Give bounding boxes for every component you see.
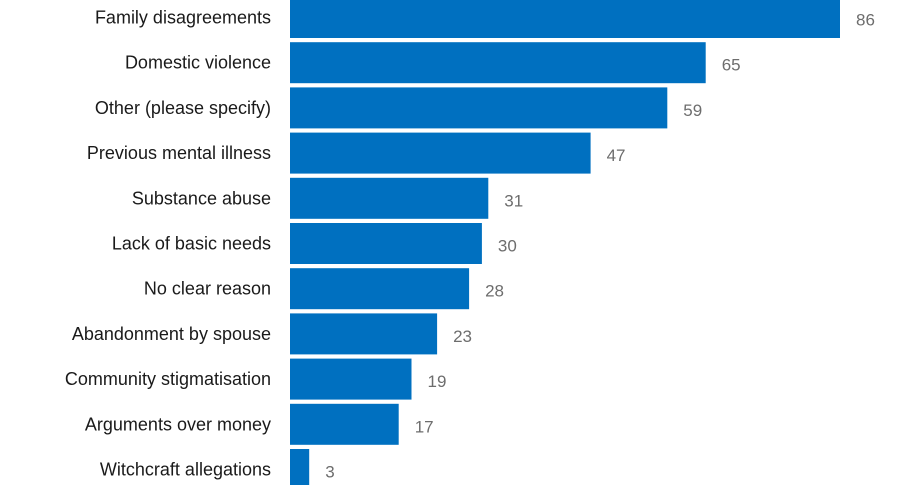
value-labels: 86 65 59 47 31 30 28 23 19 17 3 <box>325 11 875 482</box>
value-label: 19 <box>428 372 447 391</box>
category-label: Previous mental illness <box>87 143 271 163</box>
category-label: Community stigmatisation <box>65 369 271 389</box>
value-label: 47 <box>607 146 626 165</box>
bar <box>290 268 470 310</box>
value-label: 86 <box>856 11 875 30</box>
category-label: Abandonment by spouse <box>72 324 271 344</box>
bars-layer <box>290 0 840 485</box>
category-label: Family disagreements <box>95 8 271 28</box>
category-label: Domestic violence <box>125 53 271 73</box>
value-label: 31 <box>504 191 523 210</box>
value-label: 28 <box>485 282 504 301</box>
bar <box>290 358 412 400</box>
bar <box>290 132 591 174</box>
bar <box>290 0 840 38</box>
value-label: 17 <box>415 417 434 436</box>
value-label: 65 <box>722 56 741 75</box>
category-label: Arguments over money <box>85 414 271 434</box>
value-label: 23 <box>453 327 472 346</box>
value-label: 3 <box>325 463 334 482</box>
bar <box>290 177 489 219</box>
bar <box>290 223 482 264</box>
bar <box>290 87 668 129</box>
value-label: 30 <box>498 237 517 256</box>
category-label: Lack of basic needs <box>112 234 271 254</box>
category-labels: Family disagreements Domestic violence Oth… <box>65 8 271 480</box>
category-label: Other (please specify) <box>95 98 271 118</box>
bar <box>290 449 310 485</box>
bar <box>290 403 399 445</box>
category-label: Substance abuse <box>132 188 271 208</box>
category-label: Witchcraft allegations <box>100 460 271 480</box>
bar <box>290 313 438 355</box>
bar <box>290 42 706 84</box>
category-label: No clear reason <box>144 279 271 299</box>
value-label: 59 <box>683 101 702 120</box>
